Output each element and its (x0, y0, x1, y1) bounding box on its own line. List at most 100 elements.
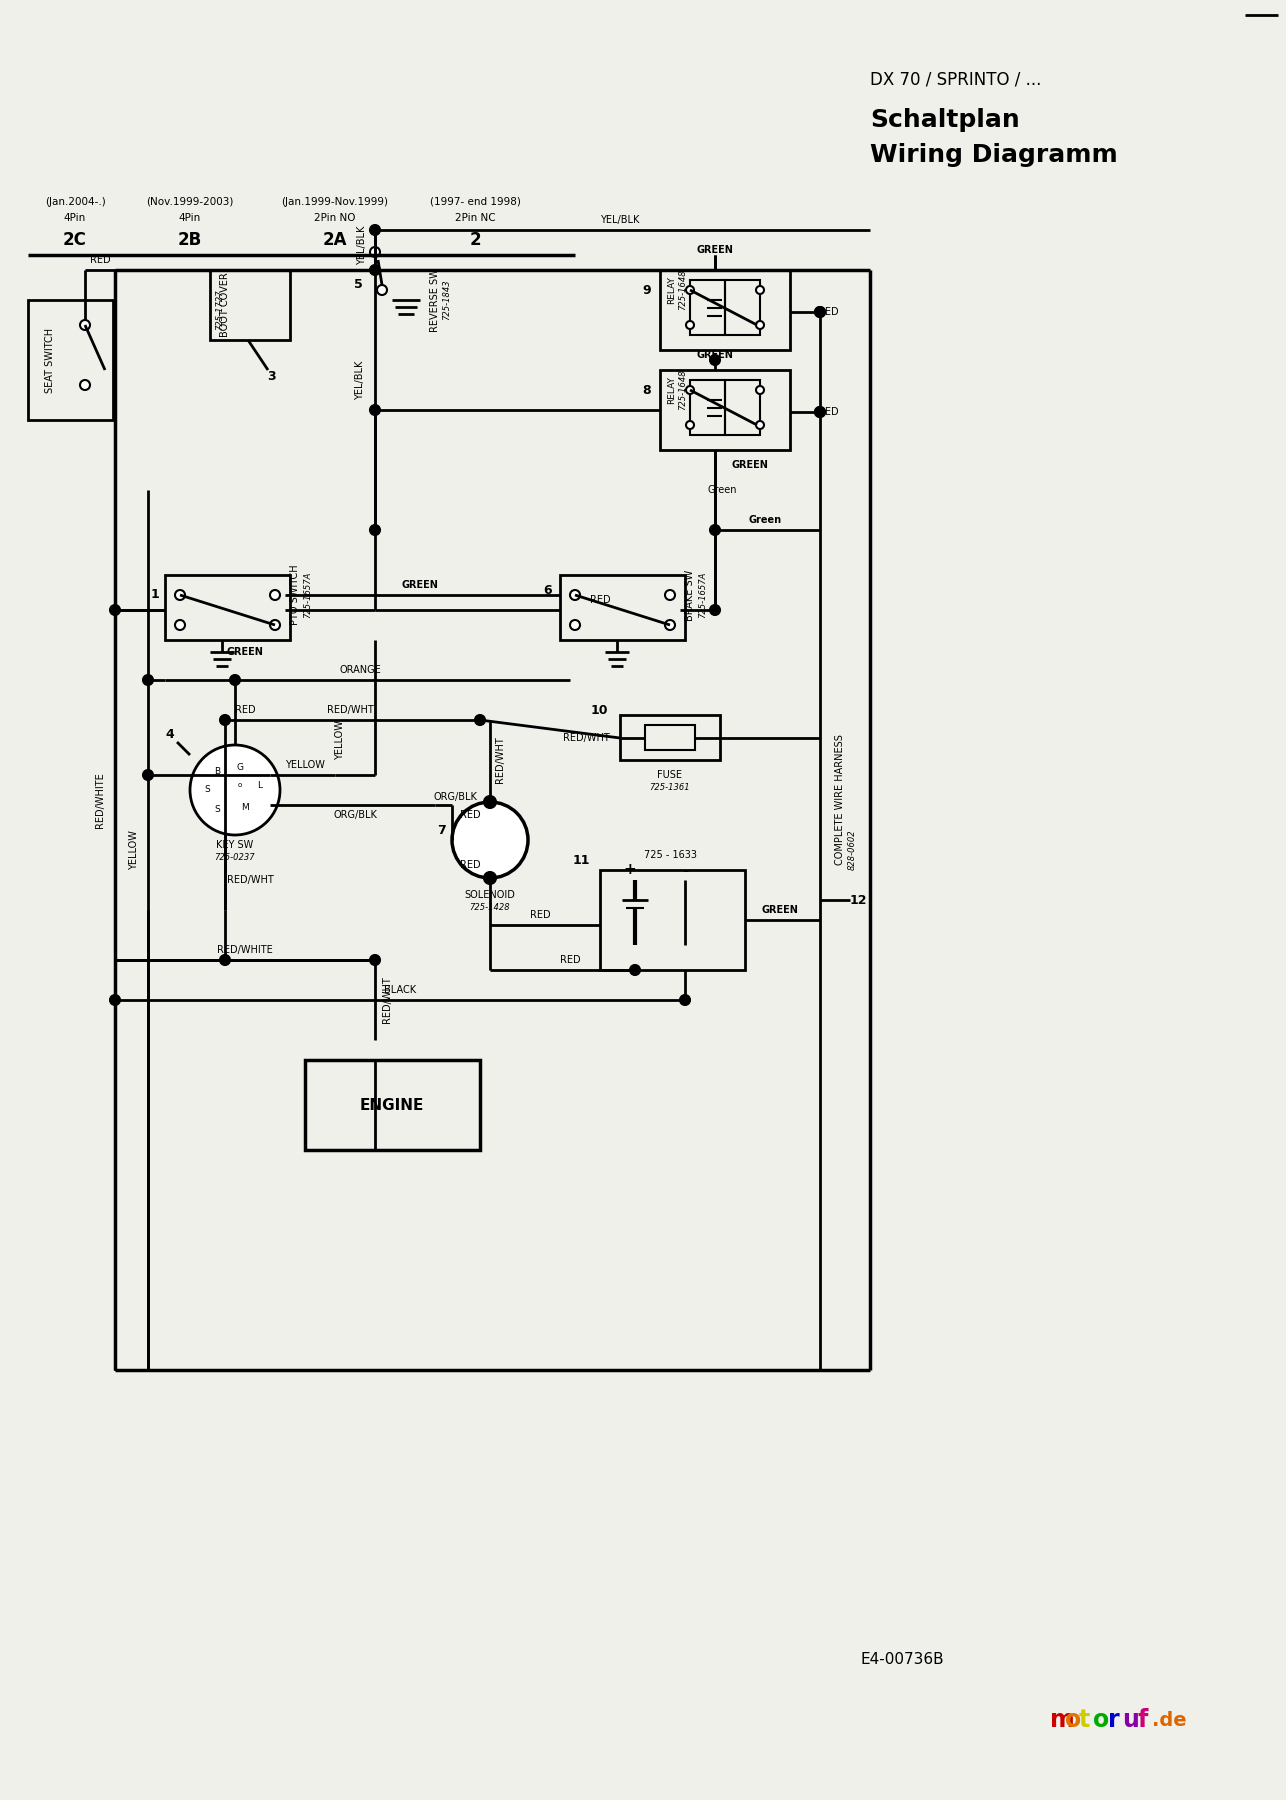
Text: RED: RED (818, 407, 838, 418)
Text: 725-1727: 725-1727 (216, 290, 225, 331)
Text: o: o (1093, 1708, 1110, 1732)
Circle shape (710, 605, 720, 616)
Circle shape (80, 320, 90, 329)
Text: YEL/BLK: YEL/BLK (355, 360, 365, 400)
Text: 2Pin NC: 2Pin NC (455, 212, 495, 223)
Text: RED/WHT: RED/WHT (563, 733, 610, 743)
Text: 725 - 1633: 725 - 1633 (643, 850, 697, 860)
Text: REVERSE SW: REVERSE SW (430, 268, 440, 331)
Text: S: S (215, 806, 220, 814)
Circle shape (80, 380, 90, 391)
Circle shape (175, 590, 185, 599)
Text: KEY SW: KEY SW (216, 841, 253, 850)
Circle shape (370, 247, 379, 257)
Circle shape (220, 956, 230, 965)
Text: PTO SWITCH: PTO SWITCH (291, 565, 300, 625)
Text: YELLOW: YELLOW (129, 830, 139, 869)
Text: 2C: 2C (63, 230, 87, 248)
Text: BOOT COVER: BOOT COVER (220, 272, 230, 337)
Text: S: S (204, 785, 210, 794)
Text: GREEN: GREEN (697, 349, 733, 360)
Circle shape (710, 526, 720, 535)
Text: ENGINE: ENGINE (360, 1098, 424, 1112)
Text: M: M (242, 803, 249, 812)
Text: RED/WHT: RED/WHT (495, 736, 505, 783)
Circle shape (570, 619, 580, 630)
Bar (620, 715, 720, 760)
Text: RED: RED (459, 810, 480, 821)
Text: RED/WHITE: RED/WHITE (217, 945, 273, 956)
Text: o: o (238, 781, 242, 788)
Text: BRAKE SW: BRAKE SW (685, 569, 694, 621)
Text: RED: RED (818, 308, 838, 317)
Circle shape (756, 385, 764, 394)
Text: 2A: 2A (323, 230, 347, 248)
Text: 8: 8 (643, 383, 651, 396)
Bar (165, 574, 291, 641)
Text: 725-1361: 725-1361 (649, 783, 691, 792)
Text: 7: 7 (437, 824, 446, 837)
Text: GREEN: GREEN (401, 580, 439, 590)
Circle shape (685, 385, 694, 394)
Text: RELAY: RELAY (667, 275, 676, 304)
Text: RED/WHT: RED/WHT (226, 875, 274, 886)
Bar (305, 1060, 480, 1150)
Text: 725-0237: 725-0237 (215, 853, 256, 862)
Text: RED/WHITE: RED/WHITE (95, 772, 105, 828)
Circle shape (270, 590, 280, 599)
Circle shape (685, 421, 694, 428)
Text: (1997- end 1998): (1997- end 1998) (430, 196, 521, 207)
Circle shape (685, 320, 694, 329)
Circle shape (815, 308, 826, 317)
Text: 9: 9 (643, 283, 651, 297)
Circle shape (370, 526, 379, 535)
Text: YEL/BLK: YEL/BLK (601, 214, 639, 225)
Text: DX 70 / SPRINTO / ...: DX 70 / SPRINTO / ... (871, 70, 1042, 88)
Text: SEAT SWITCH: SEAT SWITCH (45, 328, 55, 392)
Text: f: f (1137, 1708, 1147, 1732)
Bar (646, 725, 694, 751)
Text: ORG/BLK: ORG/BLK (433, 792, 477, 803)
Text: SOLENOID: SOLENOID (464, 889, 516, 900)
Text: 725-1657A: 725-1657A (303, 572, 312, 617)
Circle shape (370, 265, 379, 275)
Circle shape (680, 995, 691, 1004)
Text: 4Pin: 4Pin (179, 212, 201, 223)
Text: RELAY: RELAY (667, 376, 676, 403)
Text: m: m (1049, 1708, 1075, 1732)
Text: 725-1657A: 725-1657A (698, 572, 707, 617)
Circle shape (111, 605, 120, 616)
Text: RED: RED (590, 596, 611, 605)
Text: YELLOW: YELLOW (334, 720, 345, 760)
Text: 5: 5 (354, 279, 363, 292)
Bar (691, 281, 725, 335)
Text: .de: .de (1151, 1710, 1186, 1730)
Circle shape (220, 715, 230, 725)
Text: GREEN: GREEN (761, 905, 799, 914)
Text: 725-1648: 725-1648 (679, 270, 688, 310)
Text: ORANGE: ORANGE (340, 664, 381, 675)
Text: YELLOW: YELLOW (285, 760, 325, 770)
Circle shape (451, 803, 529, 878)
Text: 4Pin: 4Pin (64, 212, 86, 223)
Text: 725-1428: 725-1428 (469, 902, 511, 911)
Text: 10: 10 (590, 704, 608, 716)
Text: ORG/BLK: ORG/BLK (333, 810, 377, 821)
Circle shape (484, 796, 496, 808)
Circle shape (475, 715, 485, 725)
Text: Green: Green (707, 484, 737, 495)
Text: t: t (1079, 1708, 1091, 1732)
Text: (Nov.1999-2003): (Nov.1999-2003) (147, 196, 234, 207)
Text: 2Pin NO: 2Pin NO (314, 212, 356, 223)
Circle shape (665, 619, 675, 630)
Text: (Jan.1999-Nov.1999): (Jan.1999-Nov.1999) (282, 196, 388, 207)
Text: +: + (624, 862, 637, 878)
Bar (210, 270, 291, 340)
Circle shape (570, 590, 580, 599)
Circle shape (370, 956, 379, 965)
Bar (725, 380, 760, 436)
Text: YEL/BLK: YEL/BLK (358, 225, 367, 265)
Circle shape (370, 225, 379, 236)
Text: 2: 2 (469, 230, 481, 248)
Circle shape (815, 308, 826, 317)
